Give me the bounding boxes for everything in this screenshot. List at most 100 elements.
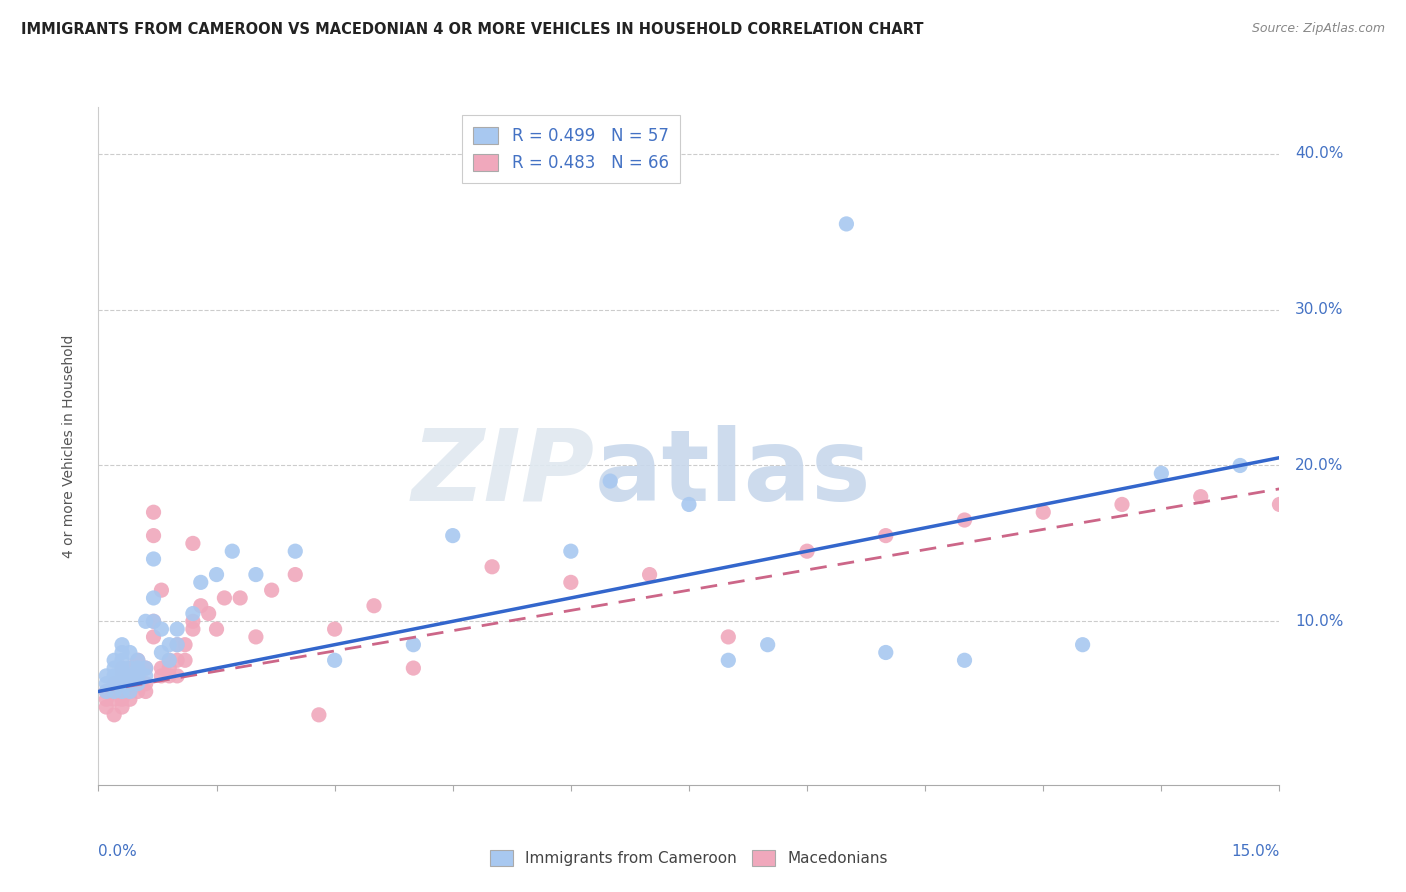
Point: [142, 591, 165, 605]
Point: [111, 669, 134, 683]
Point: [875, 645, 897, 659]
Point: [441, 528, 464, 542]
Point: [142, 528, 165, 542]
Point: [103, 707, 125, 722]
Point: [756, 638, 779, 652]
Point: [127, 653, 149, 667]
Text: 40.0%: 40.0%: [1295, 146, 1344, 161]
Point: [1111, 498, 1133, 512]
Text: 20.0%: 20.0%: [1295, 458, 1344, 473]
Point: [157, 669, 180, 683]
Point: [157, 661, 180, 675]
Point: [363, 599, 385, 613]
Point: [560, 575, 582, 590]
Point: [135, 661, 157, 675]
Point: [111, 684, 134, 698]
Point: [127, 676, 149, 690]
Point: [166, 638, 188, 652]
Point: [96, 684, 118, 698]
Point: [103, 676, 125, 690]
Point: [245, 567, 267, 582]
Point: [157, 653, 180, 667]
Point: [142, 552, 165, 566]
Point: [835, 217, 858, 231]
Point: [111, 669, 134, 683]
Point: [118, 645, 141, 659]
Point: [118, 684, 141, 698]
Text: 30.0%: 30.0%: [1295, 302, 1344, 318]
Point: [402, 661, 425, 675]
Point: [103, 692, 125, 706]
Point: [118, 669, 141, 683]
Point: [118, 676, 141, 690]
Point: [245, 630, 267, 644]
Point: [308, 707, 330, 722]
Text: 15.0%: 15.0%: [1232, 845, 1279, 859]
Point: [402, 638, 425, 652]
Point: [103, 684, 125, 698]
Text: Source: ZipAtlas.com: Source: ZipAtlas.com: [1251, 22, 1385, 36]
Point: [103, 676, 125, 690]
Point: [323, 622, 346, 636]
Point: [96, 692, 118, 706]
Point: [166, 638, 188, 652]
Point: [150, 669, 173, 683]
Point: [111, 684, 134, 698]
Point: [1032, 505, 1054, 519]
Point: [142, 505, 165, 519]
Point: [221, 544, 243, 558]
Point: [560, 544, 582, 558]
Point: [205, 622, 228, 636]
Point: [118, 692, 141, 706]
Point: [1071, 638, 1094, 652]
Point: [190, 575, 212, 590]
Point: [96, 669, 118, 683]
Point: [717, 630, 740, 644]
Point: [205, 567, 228, 582]
Text: IMMIGRANTS FROM CAMEROON VS MACEDONIAN 4 OR MORE VEHICLES IN HOUSEHOLD CORRELATI: IMMIGRANTS FROM CAMEROON VS MACEDONIAN 4…: [21, 22, 924, 37]
Point: [118, 661, 141, 675]
Point: [953, 653, 976, 667]
Point: [111, 700, 134, 714]
Point: [103, 661, 125, 675]
Point: [166, 622, 188, 636]
Point: [181, 615, 204, 629]
Point: [103, 653, 125, 667]
Point: [118, 669, 141, 683]
Point: [1268, 498, 1291, 512]
Text: atlas: atlas: [595, 425, 872, 522]
Point: [127, 676, 149, 690]
Point: [181, 607, 204, 621]
Point: [96, 700, 118, 714]
Point: [118, 676, 141, 690]
Point: [717, 653, 740, 667]
Point: [174, 653, 197, 667]
Point: [214, 591, 236, 605]
Point: [1229, 458, 1251, 473]
Point: [1189, 490, 1212, 504]
Text: 0.0%: 0.0%: [98, 845, 138, 859]
Point: [111, 676, 134, 690]
Point: [103, 669, 125, 683]
Point: [111, 692, 134, 706]
Point: [157, 638, 180, 652]
Point: [197, 607, 219, 621]
Point: [284, 567, 307, 582]
Point: [157, 653, 180, 667]
Point: [118, 661, 141, 675]
Point: [229, 591, 252, 605]
Point: [875, 528, 897, 542]
Point: [127, 669, 149, 683]
Text: 10.0%: 10.0%: [1295, 614, 1344, 629]
Point: [142, 630, 165, 644]
Point: [135, 615, 157, 629]
Point: [150, 661, 173, 675]
Point: [174, 638, 197, 652]
Point: [260, 583, 283, 598]
Point: [150, 645, 173, 659]
Point: [678, 498, 700, 512]
Point: [135, 669, 157, 683]
Point: [135, 676, 157, 690]
Point: [284, 544, 307, 558]
Point: [166, 669, 188, 683]
